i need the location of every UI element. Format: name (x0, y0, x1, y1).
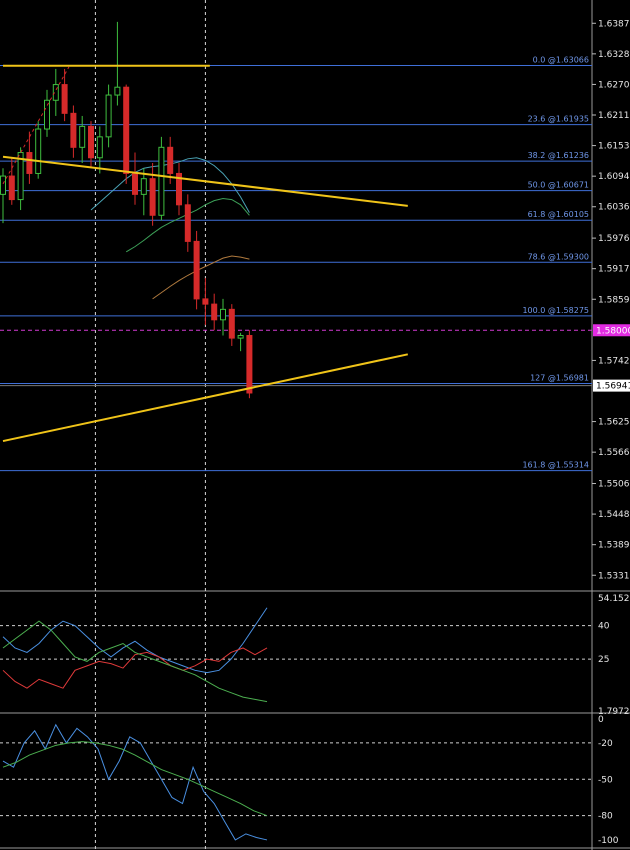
y-tick-label: 1.56253 (598, 418, 630, 428)
indicator-series (2, 620, 268, 703)
osc-tick-label: 40 (598, 622, 610, 632)
oscillator-panel-1 (0, 607, 592, 703)
candle-body (132, 172, 138, 195)
trendline (2, 155, 408, 207)
candle-body (237, 334, 244, 339)
fib-label: 127 @1.56981 (530, 374, 589, 383)
candle-body (105, 94, 112, 138)
candle-body (26, 152, 33, 174)
y-tick-label: 1.61533 (598, 142, 630, 152)
y-tick-label: 1.53313 (598, 571, 630, 581)
osc-tick-label: -20 (598, 739, 613, 749)
candle-body (220, 308, 226, 321)
y-tick-label: 1.55668 (598, 448, 630, 458)
y-tick-label: 1.59178 (598, 265, 630, 275)
candle-body (228, 308, 235, 339)
candle-body (158, 146, 165, 216)
y-tick-label: 1.59763 (598, 234, 630, 244)
fib-label: 61.8 @1.60105 (528, 210, 589, 219)
price-panel: 0.0 @1.63066 23.6 @1.61935 38.2 @1.61236 50… (0, 21, 592, 472)
bid-price-box (593, 324, 630, 337)
candle-body (88, 125, 94, 159)
candle-body (96, 136, 103, 159)
zigzag-line (2, 66, 70, 185)
fib-label: 38.2 @1.61236 (528, 151, 589, 160)
candle-body (211, 303, 218, 321)
y-tick-label: 1.54483 (598, 510, 630, 520)
osc-tick-label: 0 (598, 715, 604, 725)
candle-body (202, 298, 209, 305)
y-tick-label: 1.63873 (598, 19, 630, 29)
fib-label: 78.6 @1.59300 (528, 252, 589, 261)
y-tick-label: 1.58593 (598, 295, 630, 305)
oscillator-panel-2 (0, 723, 592, 841)
fib-label: 50.0 @1.60671 (528, 181, 589, 190)
candle-body (0, 175, 6, 195)
bid-price-label: 1.58000 (596, 326, 630, 336)
candle-body (8, 175, 15, 201)
osc-tick-label: 25 (598, 655, 609, 665)
fib-label: 0.0 @1.63066 (533, 55, 589, 64)
candle-body (44, 99, 50, 130)
candle-body (149, 178, 156, 216)
candle-body (35, 128, 42, 174)
price-box (593, 379, 630, 392)
y-tick-label: 1.60948 (598, 172, 630, 182)
candle-body (79, 125, 86, 148)
y-tick-label: 1.63288 (598, 50, 630, 60)
candle-body (52, 84, 59, 101)
indicator-series (2, 723, 268, 841)
osc-tick-label: -50 (598, 775, 613, 785)
y-tick-label: 1.53898 (598, 541, 630, 551)
candle-body (70, 112, 77, 148)
indicator-series (2, 741, 268, 817)
price-axis: 1.63873 1.63288 1.62703 1.62118 1.61533 1.609… (592, 19, 630, 846)
osc-tick-label: 1.7972 (598, 707, 630, 717)
osc-tick-label: -80 (598, 812, 613, 822)
fib-label: 161.8 @1.55314 (522, 461, 589, 470)
indicator-series (2, 607, 268, 674)
candle-body (123, 86, 130, 174)
moving-average (152, 255, 250, 300)
candle-body (140, 178, 147, 195)
candle-body (193, 240, 200, 300)
y-tick-label: 1.62118 (598, 111, 630, 121)
y-tick-label: 1.62703 (598, 80, 630, 90)
candle-body (246, 334, 253, 394)
osc-tick-label: -100 (598, 836, 619, 846)
fib-label: 100.0 @1.58275 (522, 306, 589, 315)
candle-body (114, 86, 121, 96)
candle-body (176, 172, 182, 206)
indicator-series (2, 647, 268, 689)
y-tick-label: 1.55068 (598, 480, 630, 490)
fib-label: 23.6 @1.61935 (528, 115, 589, 124)
candle-body (167, 146, 174, 174)
candle-body (61, 84, 68, 114)
candle-body (17, 152, 24, 201)
y-tick-label: 1.60363 (598, 203, 630, 213)
trendline (2, 353, 409, 443)
candle-body (184, 204, 191, 242)
osc-tick-label: 54.1523 (598, 594, 630, 604)
price-label: 1.56941 (596, 382, 630, 392)
y-tick-label: 1.57423 (598, 356, 630, 366)
